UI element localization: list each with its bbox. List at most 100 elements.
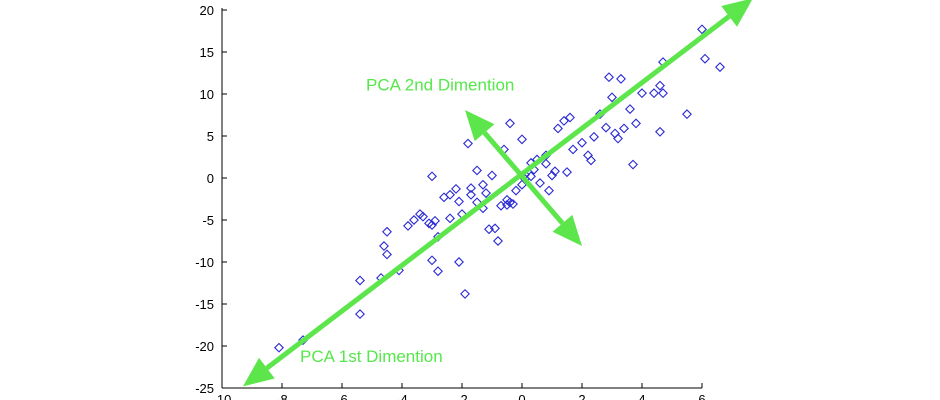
x-tick-label: -10 [213, 392, 232, 400]
scatter-point [382, 249, 392, 260]
scatter-point [490, 223, 500, 234]
scatter-point [274, 342, 284, 353]
scatter-point [508, 199, 518, 210]
scatter-point [445, 189, 455, 200]
arrow-head-icon [552, 214, 582, 247]
scatter-point [382, 226, 392, 237]
scatter-point [547, 170, 557, 181]
scatter-point [658, 88, 668, 99]
x-tick-label: -2 [456, 392, 468, 400]
scatter-point [544, 185, 554, 196]
scatter-point [535, 178, 545, 189]
scatter-point [472, 165, 482, 176]
scatter-point [427, 220, 437, 231]
scatter-point [460, 288, 470, 299]
scatter-point [466, 183, 476, 194]
x-tick-label: 0 [518, 392, 525, 400]
scatter-point [586, 155, 596, 166]
scatter-point [427, 171, 437, 182]
scatter-point [355, 309, 365, 320]
scatter-point [415, 209, 425, 220]
pca-arrow-label: PCA 1st Dimention [300, 347, 443, 366]
scatter-point [613, 133, 623, 144]
arrow-head-icon [721, 0, 753, 27]
scatter-point [616, 73, 626, 84]
scatter-point [715, 62, 725, 73]
scatter-point [649, 88, 659, 99]
x-tick-label: -4 [396, 392, 408, 400]
scatter-point [601, 122, 611, 133]
scatter-point [463, 138, 473, 149]
pca-arrow-shaft [265, 14, 731, 371]
y-tick-label: 0 [207, 171, 214, 186]
scatter-point [505, 197, 515, 208]
scatter-point [454, 196, 464, 207]
scatter-point [700, 53, 710, 64]
scatter-point [682, 109, 692, 120]
scatter-point [454, 257, 464, 267]
x-tick-label: -6 [336, 392, 348, 400]
scatter-point [565, 112, 575, 123]
scatter-point [628, 159, 638, 170]
scatter-point [655, 126, 665, 137]
scatter-point [355, 275, 365, 286]
scatter-point [553, 123, 563, 134]
arrow-head-icon [243, 357, 275, 387]
y-tick-label: -10 [195, 255, 214, 270]
pca-arrows: PCA 1st Dimention PCA 2nd Dimention [243, 0, 753, 387]
scatter-point [505, 118, 515, 129]
scatter-point [610, 128, 620, 139]
y-tick-label: 10 [200, 87, 214, 102]
scatter-point [526, 171, 536, 182]
scatter-point [481, 188, 491, 199]
scatter-point [577, 137, 587, 148]
y-tick-label: -25 [195, 381, 214, 396]
x-tick-label: 4 [638, 392, 645, 400]
scatter-point [550, 166, 560, 177]
y-tick-label: -15 [195, 297, 214, 312]
scatter-point [403, 220, 413, 231]
scatter-point [568, 144, 578, 155]
y-tick-label: -5 [202, 213, 214, 228]
scatter-point [637, 88, 647, 99]
scatter-point [562, 167, 572, 178]
y-tick-label: 20 [200, 3, 214, 18]
scatter-point [433, 266, 443, 277]
pca-arrow-label: PCA 2nd Dimention [366, 76, 514, 95]
scatter-point [409, 215, 419, 225]
scatter-point [418, 211, 428, 222]
scatter-point [607, 92, 617, 103]
scatter-point [517, 134, 527, 145]
x-tick-label: 6 [698, 392, 705, 400]
scatter-point [445, 213, 455, 224]
scatter-point [625, 104, 635, 115]
scatter-point [619, 123, 629, 134]
scatter-point [604, 72, 614, 83]
scatter-point [487, 170, 497, 181]
scatter-point [379, 241, 389, 252]
pca-arrow-shaft [482, 131, 565, 225]
y-tick-label: -20 [195, 339, 214, 354]
scatter-point [541, 158, 551, 169]
scatter-point [451, 183, 461, 194]
scatter-point [478, 179, 488, 190]
y-tick-label: 15 [200, 45, 214, 60]
scatter-point [589, 131, 599, 142]
scatter-point [430, 215, 440, 226]
y-tick-label: 5 [207, 129, 214, 144]
x-tick-label: -8 [276, 392, 288, 400]
scatter-point [631, 118, 641, 129]
scatter-point [655, 80, 665, 91]
scatter-point [466, 189, 476, 200]
scatter-point [493, 236, 503, 246]
scatter-point [559, 115, 569, 126]
arrow-head-icon [465, 109, 495, 142]
axes [221, 8, 702, 389]
x-tick-label: 2 [578, 392, 585, 400]
scatter-point [697, 24, 707, 35]
scatter-point [511, 185, 521, 196]
scatter-point [583, 150, 593, 161]
scatter-point [427, 255, 437, 266]
